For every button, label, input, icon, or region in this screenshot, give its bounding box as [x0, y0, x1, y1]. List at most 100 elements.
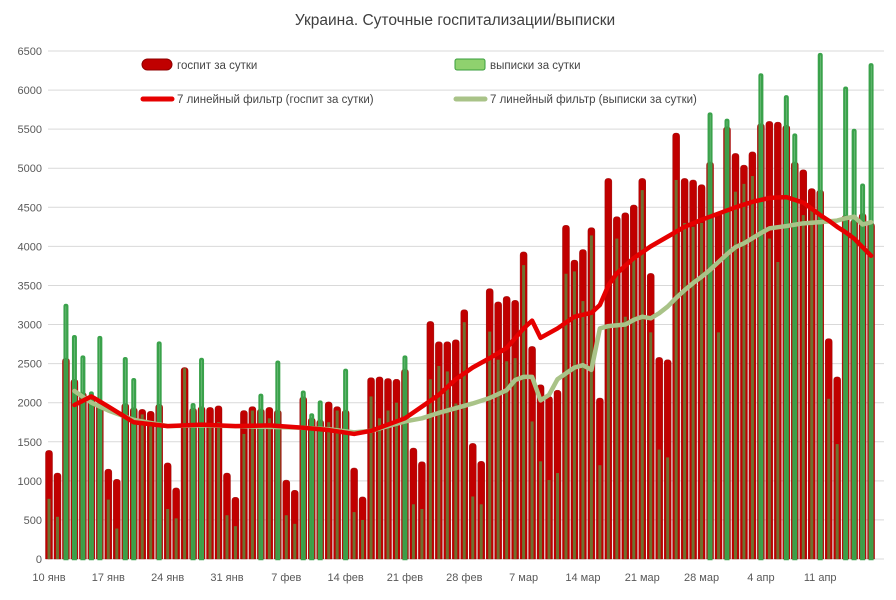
bar-discharged-overlap	[556, 473, 559, 559]
bar-hospitalized	[409, 447, 418, 560]
legend-disch-bar-label: выписки за сутки	[490, 60, 581, 72]
bar-discharged-spike	[724, 118, 730, 561]
bar-discharged-overlap	[242, 433, 246, 559]
bar-discharged-overlap	[700, 222, 704, 559]
bar-discharged-overlap	[361, 519, 365, 559]
bar-discharged-overlap	[657, 449, 661, 559]
bar-discharged-spike	[275, 360, 281, 561]
bar-discharged-spike	[868, 63, 874, 561]
bar-discharged-overlap	[505, 361, 509, 559]
bar-discharged-spike	[843, 86, 849, 561]
bar-discharged-spike	[190, 403, 196, 561]
line-hospitalized-filter	[72, 194, 874, 437]
bars-group	[45, 52, 875, 561]
bar-discharged-overlap	[691, 226, 695, 559]
bar-discharged-overlap	[445, 371, 449, 559]
bar-discharged-spike	[792, 133, 798, 561]
legend-disch-bar-swatch	[454, 58, 486, 71]
bar-discharged-overlap	[708, 161, 712, 559]
bar-discharged-overlap	[725, 126, 729, 559]
bar-discharged-overlap	[750, 176, 754, 560]
y-tick-label: 4000	[18, 241, 42, 253]
bar-discharged-overlap	[394, 402, 398, 559]
y-tick-label: 3500	[18, 280, 42, 292]
bar-discharged-overlap	[98, 402, 102, 559]
bar-discharged-overlap	[106, 499, 110, 559]
bar-discharged-spike	[131, 378, 137, 561]
x-axis-labels: 10 янв 17 янв 24 янв 31 янв 7 фев 14 фев 21 фе…	[32, 572, 836, 584]
bar-discharged-spike	[758, 73, 764, 561]
bar-discharged-spike	[88, 391, 94, 561]
bar-discharged-overlap	[539, 461, 543, 559]
bar-discharged-overlap	[615, 238, 619, 560]
bar-discharged-spike	[300, 390, 306, 561]
bar-discharged-overlap	[72, 379, 76, 559]
bar-discharged-overlap	[589, 235, 593, 560]
bar-discharged-overlap	[259, 408, 263, 559]
bar-discharged-overlap	[496, 359, 500, 559]
bar-discharged-overlap	[649, 332, 653, 559]
bar-discharged-overlap	[217, 422, 220, 559]
bar-discharged-overlap	[733, 191, 737, 559]
x-tick-label: 24 янв	[151, 572, 184, 584]
bar-discharged-overlap	[530, 421, 534, 559]
x-tick-label: 11 апр	[804, 572, 837, 584]
bar-discharged-overlap	[623, 316, 627, 559]
y-tick-label: 6500	[18, 46, 42, 58]
bar-discharged-overlap	[640, 190, 644, 560]
bar-discharged-overlap	[683, 222, 687, 559]
bar-discharged-overlap	[547, 480, 551, 559]
bar-discharged-overlap	[581, 301, 585, 559]
bar-discharged-overlap	[318, 419, 322, 559]
bar-discharged-overlap	[250, 410, 254, 559]
x-tick-label: 7 мар	[509, 572, 538, 584]
bar-discharged-overlap	[513, 358, 517, 559]
filter-lines-group	[72, 194, 874, 437]
bar-discharged-overlap	[810, 207, 814, 560]
bar-discharged-overlap	[742, 183, 746, 559]
bar-discharged-overlap	[47, 498, 51, 559]
bar-discharged-overlap	[767, 238, 771, 560]
y-tick-label: 6000	[18, 85, 42, 97]
x-tick-label: 14 мар	[565, 572, 600, 584]
y-tick-label: 500	[24, 515, 42, 527]
bar-discharged-overlap	[208, 426, 212, 559]
bar-discharged-overlap	[115, 528, 119, 559]
bar-discharged-overlap	[717, 332, 721, 559]
y-tick-label: 1500	[18, 437, 42, 449]
bar-discharged-overlap	[335, 410, 339, 559]
bar-discharged-overlap	[344, 410, 348, 559]
bar-discharged-spike	[783, 95, 789, 561]
bar-discharged-overlap	[225, 515, 229, 559]
bar-discharged-spike	[199, 357, 205, 561]
bar-discharged-overlap	[276, 410, 280, 559]
y-tick-label: 5000	[18, 163, 42, 175]
bar-discharged-overlap	[522, 265, 526, 559]
legend-hosp-bar-swatch	[141, 58, 173, 71]
legend-hosp-line-label: 7 линейный фильтр (госпит за сутки)	[177, 94, 374, 106]
bar-discharged-spike	[707, 112, 713, 561]
bar-discharged-spike	[122, 356, 128, 561]
bar-discharged-overlap	[632, 258, 636, 559]
bar-discharged-overlap	[123, 403, 127, 559]
x-tick-label: 7 фев	[271, 572, 301, 584]
bar-discharged-overlap	[869, 222, 873, 559]
bar-discharged-overlap	[606, 324, 610, 559]
bar-discharged-overlap	[403, 369, 407, 559]
bar-discharged-overlap	[310, 417, 314, 559]
bar-discharged-overlap	[284, 515, 288, 559]
bar-discharged-overlap	[674, 179, 678, 559]
bar-discharged-overlap	[301, 396, 305, 559]
y-tick-label: 2500	[18, 359, 42, 371]
bar-discharged-spike	[156, 341, 162, 561]
bar-discharged-overlap	[428, 379, 432, 559]
bar-discharged-spike	[97, 335, 103, 561]
bar-discharged-overlap	[801, 215, 805, 559]
bar-discharged-overlap	[564, 273, 568, 559]
bar-discharged-spike	[860, 183, 866, 561]
bar-discharged-overlap	[462, 322, 466, 559]
x-tick-label: 17 янв	[92, 572, 125, 584]
x-tick-label: 10 янв	[32, 572, 65, 584]
bar-discharged-overlap	[572, 271, 576, 559]
